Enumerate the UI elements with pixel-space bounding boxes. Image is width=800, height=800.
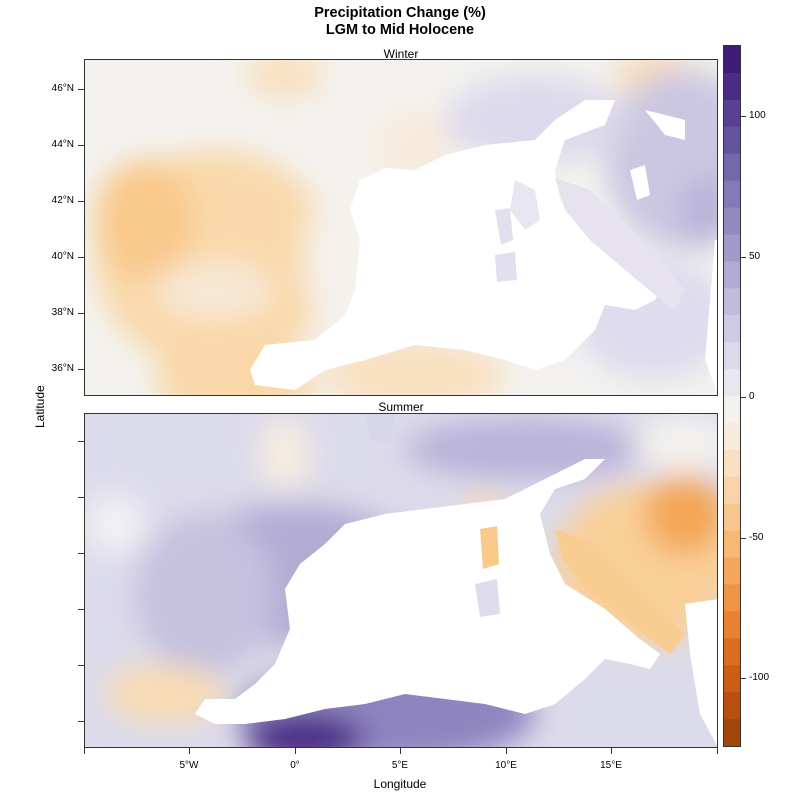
x-tick xyxy=(611,748,612,754)
lat-tick-label: 36°N xyxy=(51,363,74,374)
colorbar-step xyxy=(724,315,740,343)
colorbar-step xyxy=(724,126,740,155)
lon-tick-label: 5°E xyxy=(391,760,409,771)
y-tick xyxy=(78,89,84,90)
panel-title-summer: Summer xyxy=(378,400,424,414)
colorbar-step xyxy=(724,234,740,262)
colorbar-step xyxy=(724,557,740,585)
colorbar-step xyxy=(724,207,740,235)
lon-tick-label: 0° xyxy=(290,760,300,771)
colorbar-step xyxy=(724,153,740,182)
colorbar-step xyxy=(724,99,740,128)
chart-title-line2: LGM to Mid Holocene xyxy=(325,22,475,38)
sea-mask xyxy=(250,100,717,392)
colorbar-step xyxy=(724,369,740,397)
x-tick xyxy=(506,748,507,754)
colorbar-step xyxy=(724,449,740,478)
colorbar-step xyxy=(724,503,740,532)
colorbar-step xyxy=(724,638,740,666)
colorbar-step xyxy=(724,180,740,209)
y-tick xyxy=(78,145,84,146)
x-tick xyxy=(717,748,718,754)
colorbar-step xyxy=(724,692,740,720)
y-tick xyxy=(78,201,84,202)
lat-tick-label: 42°N xyxy=(51,195,74,206)
x-tick xyxy=(295,748,296,754)
panel-title-winter: Winter xyxy=(383,47,419,61)
colorbar-step xyxy=(724,342,740,370)
x-axis-title: Longitude xyxy=(373,777,427,791)
y-tick xyxy=(78,257,84,258)
colorbar xyxy=(723,45,741,747)
colorbar-gradient xyxy=(724,46,740,747)
colorbar-step xyxy=(724,611,740,639)
colorbar-label: -50 xyxy=(749,532,764,543)
summer-map-panel xyxy=(84,413,718,748)
x-tick xyxy=(400,748,401,754)
colorbar-label: -100 xyxy=(749,672,770,683)
lat-tick-label: 40°N xyxy=(51,251,74,262)
lat-tick-label: 44°N xyxy=(51,139,74,150)
colorbar-tick xyxy=(741,116,746,117)
lat-tick-label: 46°N xyxy=(51,83,74,94)
y-tick xyxy=(78,553,84,554)
summer-map xyxy=(85,414,717,747)
y-tick xyxy=(78,441,84,442)
colorbar-step xyxy=(724,719,740,747)
colorbar-label: 100 xyxy=(749,110,766,121)
y-tick xyxy=(78,665,84,666)
colorbar-tick xyxy=(741,538,746,539)
colorbar-tick xyxy=(741,678,746,679)
chart-title-line1: Precipitation Change (%) xyxy=(314,5,486,21)
colorbar-step xyxy=(724,530,740,559)
colorbar-step xyxy=(724,396,740,424)
colorbar-step xyxy=(724,665,740,693)
x-tick xyxy=(84,748,85,754)
winter-map-panel xyxy=(84,59,718,396)
colorbar-step xyxy=(724,422,740,451)
colorbar-step xyxy=(724,46,740,74)
lon-tick-label: 5°W xyxy=(179,760,199,771)
colorbar-tick xyxy=(741,257,746,258)
lon-tick-label: 15°E xyxy=(600,760,622,771)
colorbar-step xyxy=(724,72,740,101)
y-tick xyxy=(78,369,84,370)
colorbar-step xyxy=(724,261,740,289)
colorbar-step xyxy=(724,476,740,505)
y-tick xyxy=(78,497,84,498)
winter-map xyxy=(85,60,717,395)
y-tick xyxy=(78,609,84,610)
colorbar-label: 50 xyxy=(749,251,761,262)
sea-mask-summer xyxy=(195,414,717,746)
x-tick xyxy=(189,748,190,754)
y-tick xyxy=(78,313,84,314)
y-tick xyxy=(78,721,84,722)
colorbar-step xyxy=(724,288,740,316)
colorbar-tick xyxy=(741,397,746,398)
lon-tick-label: 10°E xyxy=(495,760,517,771)
colorbar-label: 0 xyxy=(749,391,755,402)
colorbar-step xyxy=(724,584,740,612)
lat-tick-label: 38°N xyxy=(51,307,74,318)
